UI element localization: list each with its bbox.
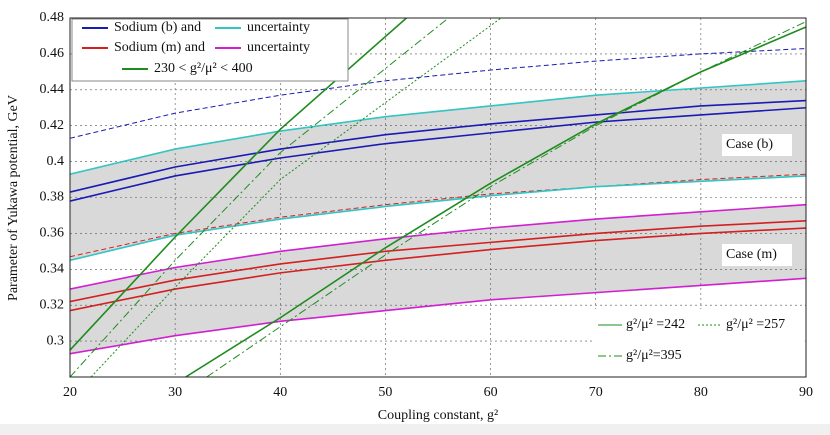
series-line — [70, 220, 806, 303]
annotation-bg — [722, 134, 792, 156]
x-tick-label: 30 — [168, 385, 182, 400]
y-tick-label: 0.34 — [40, 262, 65, 277]
annotation: Case (b) — [726, 137, 773, 152]
y-tick-label: 0.3 — [47, 333, 65, 348]
y-tick-label: 0.42 — [40, 118, 65, 133]
series-line — [70, 99, 806, 193]
series-line — [70, 175, 806, 262]
legend-box — [71, 18, 349, 82]
y-tick-label: 0.38 — [40, 190, 65, 205]
series-line — [70, 106, 806, 202]
x-tick-label: 20 — [63, 385, 77, 400]
legend-label: uncertainty — [247, 40, 310, 55]
legend-label: 230 < g²/μ² < 400 — [154, 61, 253, 76]
x-tick-label: 90 — [799, 385, 813, 400]
legend-label: uncertainty — [247, 20, 310, 35]
plot-frame — [69, 17, 807, 378]
y-tick-label: 0.36 — [40, 226, 65, 241]
y-tick-label: 0.46 — [40, 46, 65, 61]
y-tick-label: 0.32 — [40, 297, 65, 312]
x-axis-label: Coupling constant, g² — [378, 408, 498, 423]
x-tick-label: 70 — [589, 385, 603, 400]
legend-label: g²/μ² =242 — [626, 317, 685, 332]
y-tick-label: 0.48 — [40, 10, 65, 25]
y-tick-label: 0.44 — [40, 82, 65, 97]
series-line — [70, 203, 806, 290]
annotation-bg — [722, 244, 792, 266]
annotation: Case (m) — [726, 247, 777, 262]
legend-label: Sodium (m) and — [114, 40, 205, 55]
x-tick-label: 60 — [484, 385, 498, 400]
legend-label: Sodium (b) and — [114, 20, 201, 35]
y-tick-label: 0.4 — [47, 154, 65, 169]
series-line — [70, 48, 806, 139]
series-line — [206, 21, 806, 377]
series-line — [90, 18, 502, 377]
x-tick-label: 50 — [378, 385, 392, 400]
series-line — [70, 80, 806, 175]
legend-box — [592, 309, 804, 375]
x-tick-label: 80 — [694, 385, 708, 400]
legend-label: g²/μ² =257 — [726, 317, 785, 332]
series-line — [70, 227, 806, 312]
series-line — [70, 277, 806, 355]
bottom-strip — [0, 424, 830, 435]
uncertainty-band — [70, 204, 806, 354]
series-line — [70, 173, 806, 258]
x-tick-label: 40 — [273, 385, 287, 400]
legend-label: g²/μ²=395 — [626, 348, 682, 363]
y-axis-label: Parameter of Yukawa potential, GeV — [6, 95, 21, 301]
